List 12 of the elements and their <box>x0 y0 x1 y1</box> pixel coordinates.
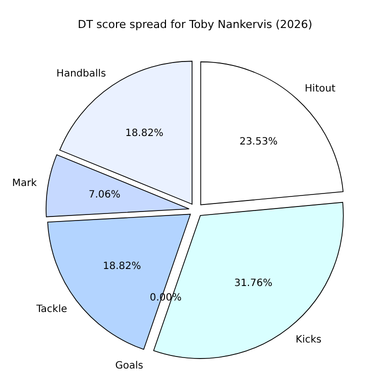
slice-label: Mark <box>12 178 37 189</box>
data-label: 7.06% <box>88 190 120 201</box>
slice-label: Tackle <box>35 304 68 316</box>
slice-label: Hitout <box>304 84 336 95</box>
data-label: 31.76% <box>234 278 272 290</box>
data-label: 18.82% <box>102 260 142 272</box>
category-label: Goals <box>115 360 144 372</box>
slice-label: Kicks <box>296 334 322 346</box>
slice-label: Handballs <box>56 68 106 80</box>
data-label: 18.82% <box>125 128 164 139</box>
data-label: 23.53% <box>239 136 278 148</box>
chart-title: DT score spread for Toby Nankervis (2026) <box>78 18 312 31</box>
